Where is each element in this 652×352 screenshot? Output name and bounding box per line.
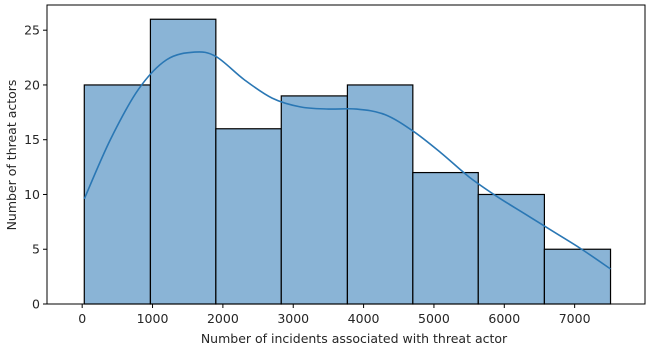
x-tick-label: 5000 [418, 311, 450, 326]
histogram-bar [412, 171, 479, 305]
x-tick-label: 7000 [559, 311, 591, 326]
y-tick-label: 25 [24, 23, 40, 38]
plot-frame [46, 4, 646, 305]
y-tick-label: 0 [32, 297, 40, 312]
y-tick-label: 15 [24, 132, 40, 147]
x-tick-label: 4000 [348, 311, 380, 326]
x-tick-label: 3000 [277, 311, 309, 326]
histogram-bar [83, 84, 152, 305]
y-tick-label: 20 [24, 77, 40, 92]
y-axis-label: Number of threat actors [4, 80, 19, 231]
x-tick-label: 0 [78, 311, 86, 326]
x-tick-label: 1000 [137, 311, 169, 326]
x-tick-label: 6000 [488, 311, 520, 326]
y-tick-label: 10 [24, 187, 40, 202]
y-axis: 0 5 10 15 20 25 [24, 23, 47, 312]
x-axis-label: Number of incidents associated with thre… [201, 331, 508, 346]
kde-line [83, 51, 611, 270]
histogram-bar [215, 128, 282, 305]
histogram-bar [477, 193, 545, 305]
x-tick-label: 2000 [207, 311, 239, 326]
histogram-bar [149, 18, 217, 305]
histogram-bar [346, 84, 414, 305]
histogram-bar [543, 248, 612, 305]
x-axis: 0 1000 2000 3000 4000 5000 6000 7000 [78, 304, 591, 326]
bars-group [83, 18, 612, 305]
histogram-bar [280, 95, 349, 305]
y-tick-label: 5 [32, 242, 40, 257]
